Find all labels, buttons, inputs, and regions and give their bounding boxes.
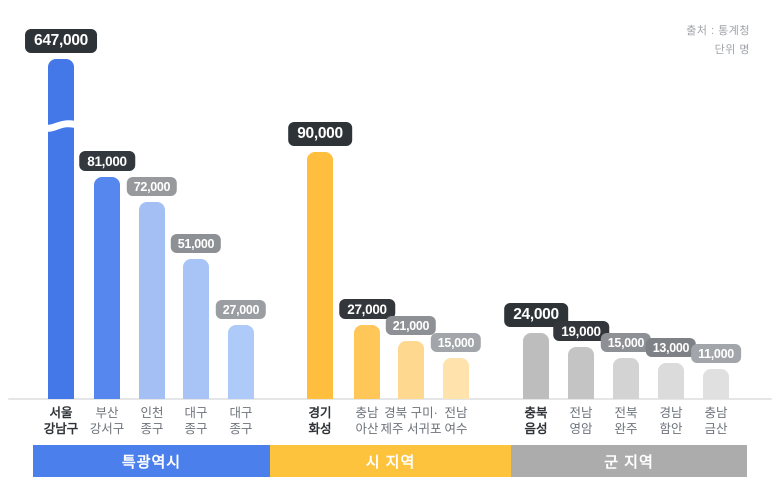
x-axis-label-line: 종구 bbox=[184, 422, 208, 437]
axis-break-icon bbox=[38, 120, 84, 132]
bar bbox=[703, 369, 729, 399]
x-axis-label-line: 부산 bbox=[95, 406, 119, 420]
bar bbox=[443, 358, 469, 399]
bar bbox=[613, 358, 639, 399]
bar bbox=[658, 363, 684, 399]
value-badge: 27,000 bbox=[339, 299, 395, 319]
x-axis-label-line: 금산 bbox=[704, 422, 728, 437]
x-axis-label-line: 대구 bbox=[184, 406, 208, 420]
x-axis-label: 경북 구미· 제주 서귀포 bbox=[381, 405, 442, 438]
value-badge: 72,000 bbox=[126, 177, 178, 196]
value-badge: 90,000 bbox=[288, 122, 352, 146]
x-axis-label-line: 경기 bbox=[308, 406, 332, 420]
x-axis-label-line: 충남 bbox=[704, 406, 728, 420]
x-axis-label-line: 전남 bbox=[444, 406, 468, 420]
value-badge: 21,000 bbox=[385, 316, 437, 335]
x-axis-label-line: 강남구 bbox=[43, 422, 79, 437]
group-band-label: 군 지역 bbox=[604, 453, 654, 471]
x-axis-label-line: 서울 bbox=[49, 406, 73, 420]
bar bbox=[307, 152, 333, 399]
x-axis-label-line: 충남 bbox=[355, 406, 379, 420]
value-badge: 647,000 bbox=[25, 29, 97, 53]
value-badge: 24,000 bbox=[504, 303, 568, 327]
x-axis-label-line: 강서구 bbox=[89, 422, 125, 437]
bar bbox=[38, 59, 84, 399]
value-badge: 15,000 bbox=[430, 333, 482, 352]
group-band: 시 지역 bbox=[270, 445, 511, 477]
value-badge: 19,000 bbox=[553, 321, 609, 341]
value-badge: 81,000 bbox=[79, 151, 135, 171]
x-axis-label-line: 대구 bbox=[229, 406, 253, 420]
source-note: 출처 : 통계청 단위 명 bbox=[686, 22, 750, 61]
value-badge: 51,000 bbox=[170, 234, 222, 253]
bar bbox=[94, 177, 120, 399]
x-axis-label-line: 전남 bbox=[569, 406, 593, 420]
x-axis-label-line: 충북 bbox=[524, 406, 548, 420]
x-axis-label-line: 함안 bbox=[659, 422, 683, 437]
bar bbox=[398, 341, 424, 399]
bar bbox=[139, 202, 165, 399]
bar bbox=[568, 347, 594, 399]
x-axis-label-line: 종구 bbox=[140, 422, 164, 437]
x-axis-label-line: 제주 서귀포 bbox=[380, 422, 442, 437]
x-axis-label-line: 경북 구미· bbox=[384, 406, 438, 420]
source-line: 출처 : 통계청 bbox=[686, 25, 750, 37]
x-axis-label-line: 전북 bbox=[614, 406, 638, 420]
x-axis-label-line: 영암 bbox=[569, 422, 593, 437]
group-band-label: 특광역시 bbox=[121, 453, 182, 471]
x-axis-label-line: 음성 bbox=[524, 422, 548, 437]
value-badge: 15,000 bbox=[600, 333, 652, 352]
x-axis-line bbox=[8, 398, 772, 400]
x-axis-label-line: 경남 bbox=[659, 406, 683, 420]
x-axis-label-line: 화성 bbox=[308, 422, 332, 437]
x-axis-label-line: 종구 bbox=[229, 422, 253, 437]
x-axis-label-line: 인천 bbox=[140, 406, 164, 420]
value-badge: 11,000 bbox=[691, 344, 741, 363]
bar bbox=[354, 325, 380, 399]
bar bbox=[228, 325, 254, 399]
x-axis-label-line: 아산 bbox=[355, 422, 379, 437]
group-band: 특광역시 bbox=[33, 445, 270, 477]
bar bbox=[183, 259, 209, 399]
value-badge: 27,000 bbox=[215, 300, 267, 319]
group-band-label: 시 지역 bbox=[365, 453, 416, 471]
unit-line: 단위 명 bbox=[714, 44, 750, 57]
value-badge: 13,000 bbox=[645, 338, 697, 357]
group-band: 군 지역 bbox=[511, 445, 747, 477]
x-axis-label-line: 여수 bbox=[444, 422, 468, 437]
bar bbox=[523, 333, 549, 399]
x-axis-label-line: 완주 bbox=[614, 422, 638, 437]
